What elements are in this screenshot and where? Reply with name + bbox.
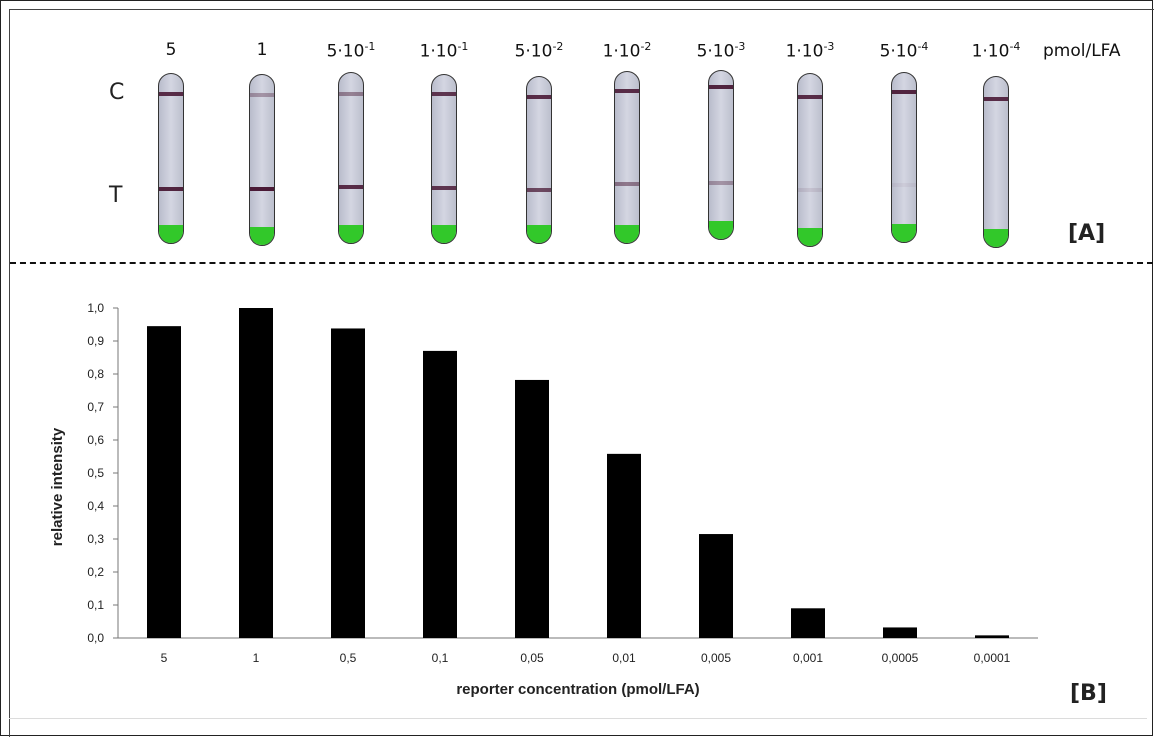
test-line — [159, 187, 183, 191]
lateral-flow-strip — [614, 71, 640, 244]
lateral-flow-strip — [983, 76, 1009, 248]
x-axis: 5 1 0,5 0,1 0,05 0,01 0,005 0,001 0,0005 0,0001 — [118, 637, 1038, 665]
absorbent-pad — [339, 225, 363, 243]
bar — [423, 350, 457, 638]
test-line — [250, 187, 274, 191]
strip-concentration-label: 5·10-2 — [514, 40, 564, 62]
absorbent-pad — [250, 227, 274, 245]
x-tick-label: 1 — [253, 651, 260, 665]
y-tick-label: 0,2 — [87, 565, 104, 579]
control-line — [159, 92, 183, 96]
y-tick-label: 0,7 — [87, 400, 104, 414]
strip-concentration-label: 1·10-1 — [419, 40, 469, 62]
lateral-flow-strip — [797, 73, 823, 247]
y-axis: 0,0 0,1 0,2 0,3 0,4 0,5 0,6 0,7 0,8 0,9 1,0 — [87, 301, 119, 645]
bar — [975, 635, 1009, 638]
y-tick-label: 1,0 — [87, 301, 104, 315]
panel-b-label: [B] — [1070, 681, 1107, 706]
bar-series — [147, 308, 1009, 638]
y-tick-label: 0,4 — [87, 499, 104, 513]
strip-concentration-label: 1·10-4 — [971, 40, 1021, 62]
lateral-flow-strip — [338, 72, 364, 244]
panel-a-label: [A] — [1068, 221, 1106, 246]
x-tick-label: 0,01 — [612, 651, 636, 665]
bar — [791, 608, 825, 638]
strip-concentration-label: 1 — [256, 40, 268, 60]
lateral-flow-strip — [891, 72, 917, 243]
absorbent-pad — [798, 228, 822, 246]
lateral-flow-strip — [526, 76, 552, 244]
strip-concentration-label: 5 — [165, 40, 177, 60]
x-axis-label: reporter concentration (pmol/LFA) — [456, 681, 699, 698]
lateral-flow-strip — [431, 74, 457, 244]
x-tick-label: 5 — [161, 651, 168, 665]
lateral-flow-strip — [158, 73, 184, 244]
x-tick-label: 0,5 — [340, 651, 357, 665]
absorbent-pad — [709, 221, 733, 239]
lateral-flow-strip — [249, 74, 275, 246]
inner-border-bottom — [9, 718, 1147, 719]
control-line-label: C — [109, 80, 125, 105]
test-line-label: T — [109, 183, 123, 208]
y-tick-label: 0,8 — [87, 367, 104, 381]
x-tick-label: 0,005 — [701, 651, 731, 665]
y-tick-label: 0,5 — [87, 466, 104, 480]
y-tick-label: 0,1 — [87, 598, 104, 612]
bar — [515, 379, 549, 638]
y-tick-label: 0,9 — [87, 334, 104, 348]
unit-label: pmol/LFA — [1043, 41, 1121, 61]
absorbent-pad — [892, 224, 916, 242]
bar — [883, 627, 917, 638]
inner-border-left — [9, 9, 10, 737]
strip-concentration-label: 1·10-3 — [785, 40, 835, 62]
bar — [607, 453, 641, 638]
inner-border-top — [9, 9, 1154, 10]
test-line — [432, 186, 456, 190]
control-line — [892, 90, 916, 94]
test-line — [798, 188, 822, 192]
y-tick-label: 0,0 — [87, 631, 104, 645]
control-line — [339, 92, 363, 96]
control-line — [798, 95, 822, 99]
test-line — [615, 182, 639, 186]
y-tick-label: 0,3 — [87, 532, 104, 546]
bar — [239, 308, 273, 638]
x-tick-label: 0,0005 — [882, 651, 919, 665]
x-tick-label: 0,05 — [520, 651, 544, 665]
control-line — [250, 93, 274, 97]
panel-divider — [10, 262, 1153, 264]
absorbent-pad — [159, 225, 183, 243]
bar — [331, 328, 365, 638]
absorbent-pad — [432, 225, 456, 243]
bar — [699, 534, 733, 638]
x-tick-label: 0,1 — [432, 651, 449, 665]
absorbent-pad — [615, 225, 639, 243]
control-line — [615, 89, 639, 93]
lateral-flow-strip — [708, 70, 734, 240]
test-line — [339, 185, 363, 189]
test-line — [527, 188, 551, 192]
absorbent-pad — [527, 225, 551, 243]
strip-concentration-label: 5·10-3 — [696, 40, 746, 62]
control-line — [984, 97, 1008, 101]
y-axis-label: relative intensity — [49, 427, 66, 546]
test-line — [892, 183, 916, 187]
bar — [147, 326, 181, 638]
absorbent-pad — [984, 229, 1008, 247]
test-line — [709, 181, 733, 185]
control-line — [527, 95, 551, 99]
x-tick-label: 0,0001 — [974, 651, 1011, 665]
x-tick-label: 0,001 — [793, 651, 823, 665]
control-line — [709, 85, 733, 89]
strip-concentration-label: 5·10-1 — [326, 40, 376, 62]
y-tick-label: 0,6 — [87, 433, 104, 447]
strip-concentration-label: 1·10-2 — [602, 40, 652, 62]
strip-concentration-label: 5·10-4 — [879, 40, 929, 62]
control-line — [432, 92, 456, 96]
